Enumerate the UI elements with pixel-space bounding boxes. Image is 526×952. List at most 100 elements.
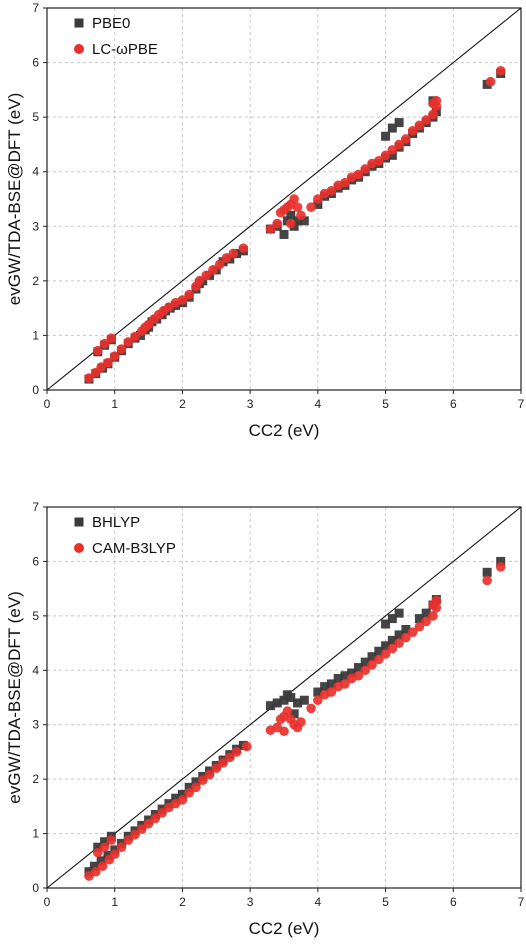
- data-point-circle: [387, 145, 398, 155]
- data-point-square: [381, 641, 391, 651]
- data-point-circle: [326, 186, 337, 196]
- x-tick-label: 0: [44, 397, 51, 411]
- data-point-circle: [211, 763, 222, 774]
- y-tick-label: 6: [32, 554, 39, 568]
- data-point-square: [313, 687, 323, 697]
- data-point-circle: [265, 224, 276, 234]
- data-point-circle: [130, 331, 140, 342]
- data-point-circle: [279, 726, 289, 737]
- x-axis-title: CC2 (eV): [249, 919, 320, 938]
- data-point-circle: [143, 818, 154, 829]
- data-point-square: [171, 793, 181, 803]
- data-point-circle: [282, 706, 293, 716]
- data-point-square: [313, 199, 323, 209]
- data-point-circle: [289, 194, 299, 204]
- data-point-circle: [137, 824, 147, 835]
- data-point-circle: [407, 125, 418, 136]
- data-point-square: [387, 123, 397, 133]
- data-point-circle: [97, 861, 108, 872]
- data-point-circle: [394, 638, 404, 648]
- data-point-circle: [109, 849, 120, 860]
- data-point-square: [414, 614, 424, 624]
- data-point-circle: [360, 665, 371, 676]
- data-point-circle: [92, 847, 103, 858]
- y-axis-title: evGW/TDA-BSE@DFT (eV): [5, 93, 24, 305]
- data-point-circle: [218, 758, 228, 768]
- data-point-square: [299, 216, 309, 226]
- data-point-square: [387, 635, 397, 645]
- data-point-circle: [374, 654, 384, 665]
- data-point-circle: [194, 276, 205, 286]
- data-point-circle: [90, 866, 101, 877]
- data-point-circle: [495, 65, 506, 76]
- x-tick-label: 6: [450, 397, 457, 411]
- data-point-circle: [116, 842, 127, 852]
- data-point-circle: [401, 632, 411, 643]
- data-point-circle: [197, 775, 208, 786]
- y-tick-label: 0: [32, 383, 39, 397]
- data-point-circle: [177, 795, 188, 805]
- data-point-square: [401, 624, 411, 634]
- y-tick-label: 3: [32, 219, 39, 233]
- x-tick-label: 4: [315, 397, 322, 411]
- y-tick-label: 5: [32, 609, 39, 623]
- x-tick-label: 3: [247, 895, 254, 909]
- chart-panel-bottom: 0 1 2 3 4 5 6 7 0 1 2 3 4 5 6 7 CC2 (eV) evGW/TDA-BSE@D…: [5, 500, 525, 938]
- data-point-circle: [353, 169, 364, 180]
- plot-frame: [46, 7, 522, 391]
- x-tick-label: 4: [315, 895, 322, 909]
- data-point-square: [293, 216, 303, 226]
- data-point-square: [333, 673, 343, 683]
- data-point-square: [265, 701, 275, 711]
- legend-label-series-1: BHLYP: [92, 514, 140, 531]
- data-point-circle: [495, 562, 506, 572]
- legend-marker-circle: [74, 543, 84, 553]
- data-point-circle: [367, 660, 377, 670]
- plot-layer: 0 1 2 3 4 5 6 7 0 1 2 3 4 5 6 7: [32, 1, 524, 411]
- data-point-circle: [394, 139, 404, 150]
- series-1-points: [84, 68, 506, 384]
- data-point-circle: [296, 210, 306, 221]
- x-tick-label: 7: [518, 397, 525, 411]
- legend-label-series-2: CAM-B3LYP: [92, 540, 176, 557]
- data-point-circle: [326, 687, 337, 697]
- data-point-circle: [485, 76, 496, 87]
- data-point-circle: [106, 835, 117, 845]
- data-point-circle: [106, 333, 117, 343]
- data-point-circle: [421, 616, 432, 627]
- data-point-square: [421, 608, 431, 618]
- y-tick-label: 7: [32, 500, 39, 514]
- data-point-square: [394, 118, 404, 128]
- data-point-circle: [241, 741, 252, 752]
- data-point-circle: [208, 265, 218, 275]
- data-point-circle: [214, 259, 225, 270]
- data-point-square: [360, 657, 370, 667]
- series-2-points: [84, 65, 506, 383]
- x-tick-label: 5: [382, 895, 389, 909]
- data-point-square: [381, 131, 391, 141]
- y-tick-label: 6: [32, 56, 39, 70]
- x-tick-label: 0: [44, 895, 51, 909]
- y-tick-label: 2: [32, 274, 39, 288]
- x-tick-label: 2: [179, 397, 186, 411]
- x-tick-label: 7: [518, 895, 525, 909]
- data-point-circle: [238, 243, 249, 253]
- data-point-circle: [99, 338, 110, 349]
- data-point-square: [177, 789, 187, 799]
- data-point-circle: [109, 351, 120, 361]
- data-point-circle: [130, 829, 140, 840]
- data-point-circle: [380, 649, 391, 659]
- data-point-square: [326, 679, 336, 689]
- data-point-square: [367, 652, 377, 662]
- x-tick-label: 2: [179, 895, 186, 909]
- data-point-square: [299, 695, 309, 705]
- y-tick-label: 3: [32, 718, 39, 732]
- data-point-circle: [225, 752, 235, 763]
- data-point-square: [289, 709, 299, 719]
- data-point-square: [340, 671, 350, 681]
- data-point-circle: [401, 134, 411, 144]
- data-point-circle: [99, 842, 110, 852]
- data-point-circle: [123, 337, 134, 347]
- legend-marker-square: [74, 18, 84, 28]
